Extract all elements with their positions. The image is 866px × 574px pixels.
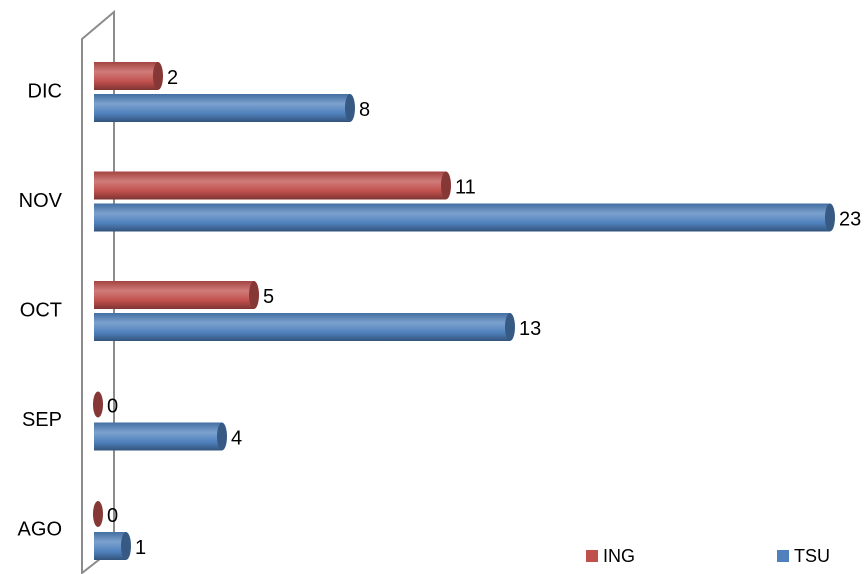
legend-swatch [586, 550, 598, 562]
bar-cap [249, 281, 259, 309]
value-label: 1 [135, 537, 146, 559]
bar-body [94, 62, 158, 90]
value-label: 5 [263, 286, 274, 308]
bar-ing-sep [93, 391, 103, 418]
value-label: 0 [107, 396, 118, 418]
bar-cap [93, 391, 103, 418]
legend-swatch [777, 550, 789, 562]
bar-body [94, 94, 350, 122]
bar-tsu-dic [94, 94, 355, 122]
bar-body [94, 203, 830, 232]
category-label: OCT [20, 299, 62, 321]
category-labels: DIC NOV OCT SEP AGO [18, 80, 63, 540]
bar-ing-nov [94, 171, 451, 200]
bar-ing-dic [94, 62, 163, 90]
bar-cap [441, 171, 451, 200]
bar-cap [825, 203, 835, 232]
category-label: DIC [28, 80, 62, 102]
bar-body [94, 313, 510, 341]
legend-label: TSU [794, 546, 830, 566]
legend-item-tsu: TSU [777, 546, 830, 566]
bar-tsu-ago [94, 532, 131, 560]
legend-label: ING [603, 546, 635, 566]
category-label: NOV [19, 190, 63, 212]
bar-tsu-nov [94, 203, 835, 232]
value-label: 13 [519, 318, 541, 340]
value-label: 8 [359, 99, 370, 121]
bar-cap [93, 501, 103, 527]
bar-tsu-oct [94, 313, 515, 341]
legend: ING TSU [586, 546, 830, 566]
bar-cap [505, 313, 515, 341]
value-label: 4 [231, 428, 242, 450]
bar-cap [121, 532, 131, 560]
value-label: 23 [839, 209, 861, 231]
value-label: 2 [167, 67, 178, 89]
bar-cap [345, 94, 355, 122]
category-label: SEP [22, 409, 62, 431]
bar-body [94, 281, 254, 309]
value-label: 11 [455, 177, 476, 199]
bar-body [94, 171, 446, 200]
legend-item-ing: ING [586, 546, 635, 566]
bar-body [94, 532, 126, 560]
bar-cap [153, 62, 163, 90]
value-label: 0 [107, 505, 118, 527]
bar-ing-ago [93, 501, 103, 527]
bar-cap [217, 422, 227, 451]
bar-tsu-sep [94, 422, 227, 451]
bar-body [94, 422, 222, 451]
category-label: AGO [18, 518, 62, 540]
bar-ing-oct [94, 281, 259, 309]
